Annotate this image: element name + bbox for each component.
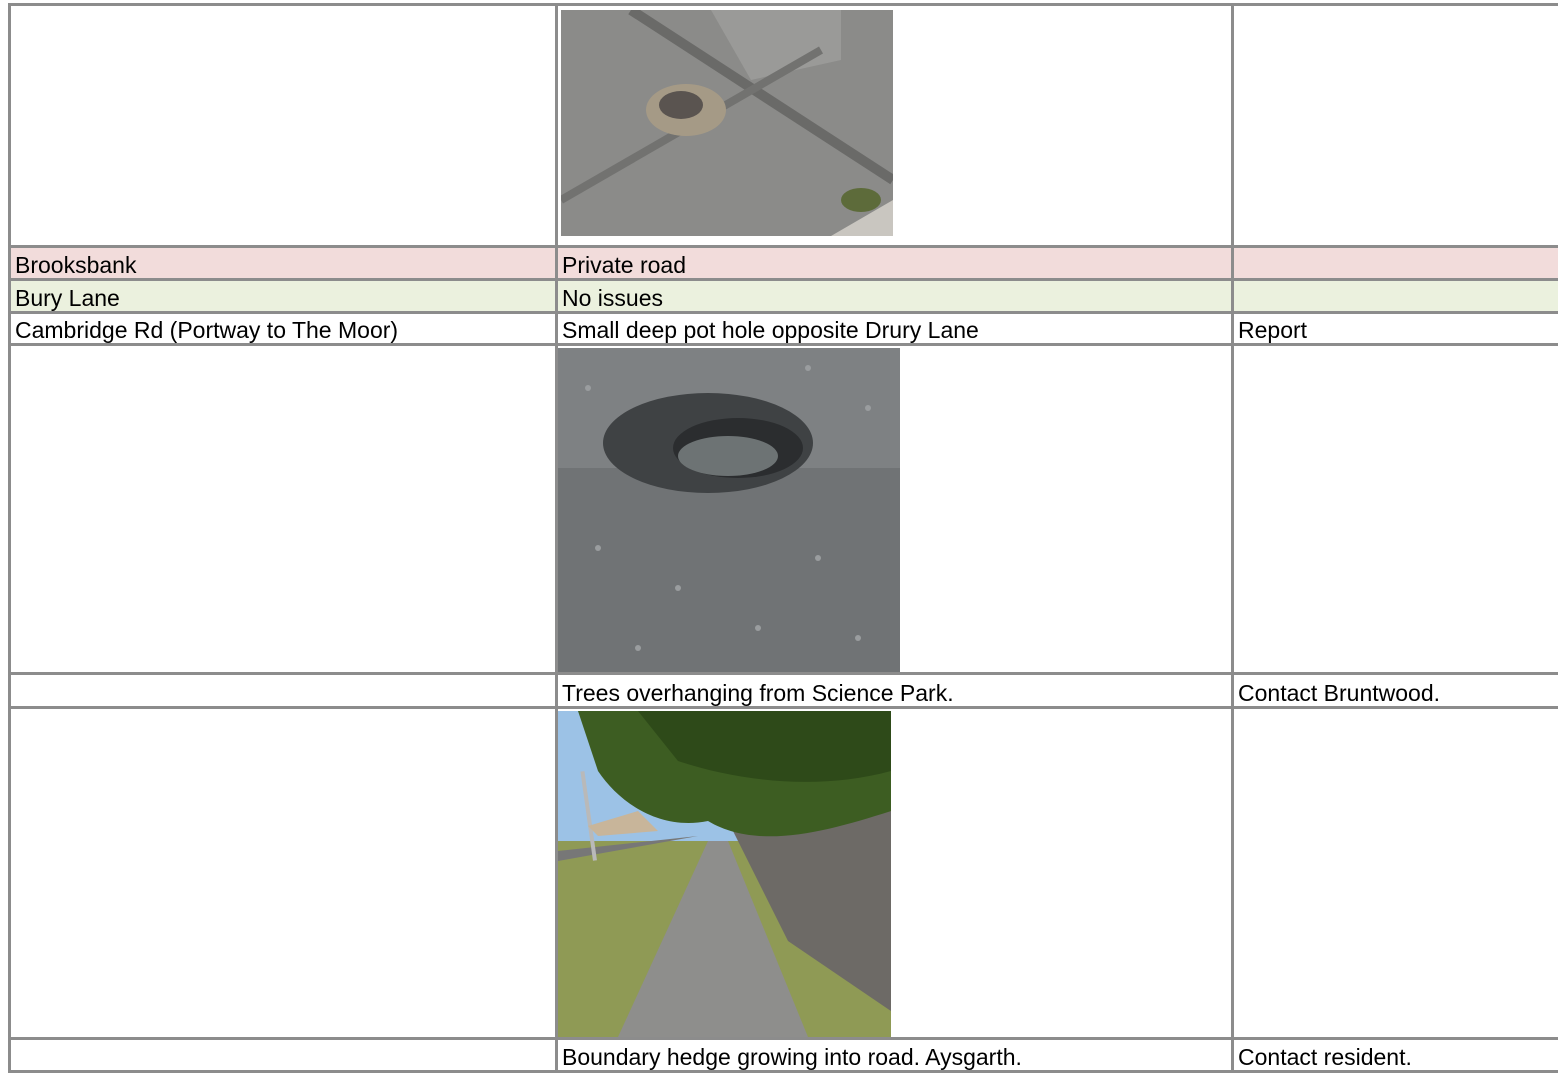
photo-cell — [557, 5, 1233, 247]
photo — [558, 711, 891, 1037]
cell — [1233, 708, 1558, 1039]
row: Trees overhanging from Science Park. Con… — [10, 674, 1558, 708]
cell — [1233, 345, 1558, 674]
photo-cell — [557, 708, 1233, 1039]
cell: No issues — [557, 280, 1233, 313]
cell — [10, 1039, 557, 1072]
cell — [1233, 247, 1558, 280]
photo-cell — [557, 345, 1233, 674]
cell: Trees overhanging from Science Park. — [557, 674, 1233, 708]
cell — [10, 5, 557, 247]
cell — [1233, 280, 1558, 313]
issues-table: Brooksbank Private road Bury Lane No iss… — [8, 3, 1558, 1073]
row: Boundary hedge growing into road. Aysgar… — [10, 1039, 1558, 1072]
cell: Bury Lane — [10, 280, 557, 313]
cell — [10, 345, 557, 674]
cell: Contact Bruntwood. — [1233, 674, 1558, 708]
cell: Boundary hedge growing into road. Aysgar… — [557, 1039, 1233, 1072]
cell: Private road — [557, 247, 1233, 280]
cell: Cambridge Rd (Portway to The Moor) — [10, 313, 557, 345]
photo — [558, 348, 900, 672]
photo — [561, 10, 893, 236]
photo-row — [10, 708, 1558, 1039]
cell — [10, 674, 557, 708]
photo-row — [10, 345, 1558, 674]
cell — [1233, 5, 1558, 247]
cell: Brooksbank — [10, 247, 557, 280]
row: Cambridge Rd (Portway to The Moor) Small… — [10, 313, 1558, 345]
row: Bury Lane No issues — [10, 280, 1558, 313]
cell: Small deep pot hole opposite Drury Lane — [557, 313, 1233, 345]
cell — [10, 708, 557, 1039]
cell: Report — [1233, 313, 1558, 345]
cell: Contact resident. — [1233, 1039, 1558, 1072]
photo-row — [10, 5, 1558, 247]
row: Brooksbank Private road — [10, 247, 1558, 280]
